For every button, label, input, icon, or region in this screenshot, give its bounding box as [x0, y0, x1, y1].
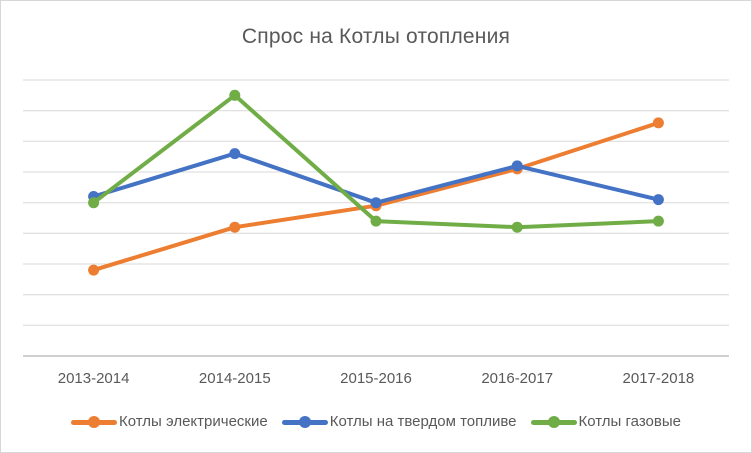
- legend-marker-gas-icon: [530, 415, 577, 428]
- legend-item-gas: Котлы газовые: [530, 413, 681, 430]
- legend-label-electric: Котлы электрические: [119, 413, 268, 430]
- legend-label-solid-fuel: Котлы на твердом топливе: [329, 413, 517, 430]
- legend-label-gas: Котлы газовые: [578, 413, 681, 430]
- x-axis-label-2014-2015: 2014-2015: [198, 370, 271, 387]
- chart-title: Спрос на Котлы отопления: [241, 25, 511, 48]
- x-axis-label-2015-2016: 2015-2016: [340, 370, 412, 387]
- x-axis-label-2016-2017: 2016-2017: [481, 370, 554, 387]
- x-axis: 2013-2014 2014-2015 2015-2016 2016-2017 …: [1, 370, 751, 390]
- x-axis-label-2013-2014: 2013-2014: [57, 370, 130, 387]
- legend-item-solid-fuel: Котлы на твердом топливе: [281, 413, 517, 430]
- legend-item-electric: Котлы электрические: [71, 413, 268, 430]
- x-axis-label-2017-2018: 2017-2018: [622, 370, 695, 387]
- legend-marker-electric-icon: [71, 415, 118, 428]
- legend-marker-solid-fuel-icon: [281, 415, 328, 428]
- legend: Котлы электрические Котлы на твердом топ…: [1, 413, 751, 430]
